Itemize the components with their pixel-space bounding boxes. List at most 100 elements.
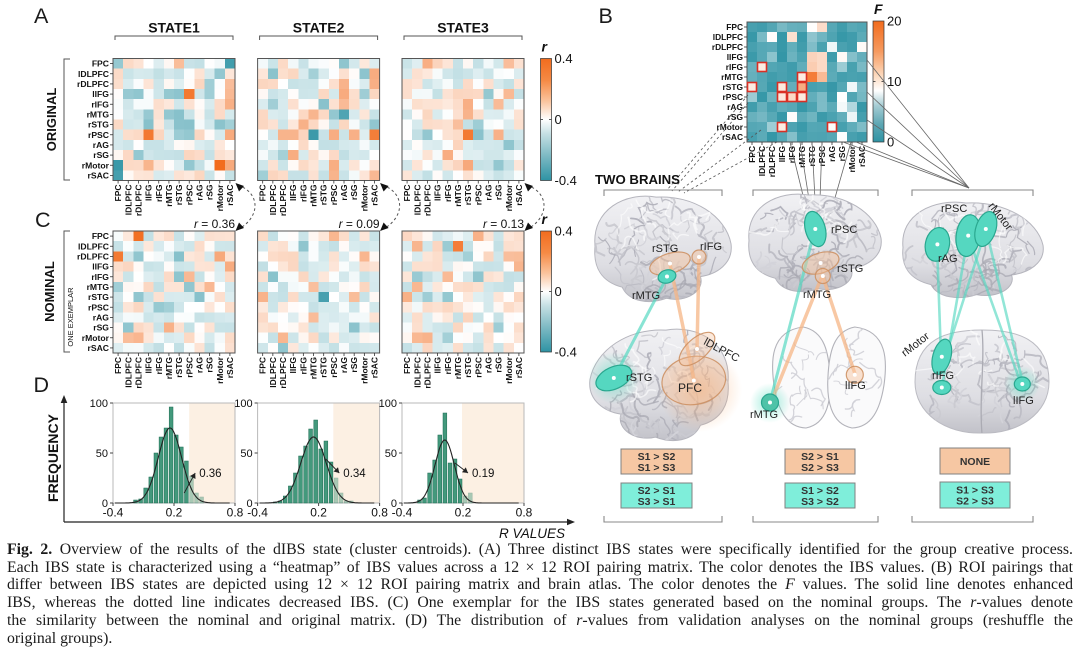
svg-text:rSG: rSG [205,357,215,373]
svg-text:rMTG: rMTG [632,290,660,302]
svg-text:rSAC: rSAC [88,343,110,353]
svg-text:r: r [542,211,549,227]
svg-text:0.2: 0.2 [455,506,472,520]
svg-text:rIFG: rIFG [91,99,109,109]
svg-text:0.4: 0.4 [555,51,573,66]
svg-text:rSG: rSG [728,112,743,122]
svg-text:FPC: FPC [92,59,109,69]
svg-text:rSTG: rSTG [463,357,473,378]
svg-text:rMTG: rMTG [309,357,319,380]
svg-text:rSAC: rSAC [514,357,524,378]
svg-text:S2 > S3: S2 > S3 [801,462,839,474]
svg-text:rAG: rAG [93,140,110,150]
svg-text:FPC: FPC [113,357,123,374]
svg-text:rPSC: rPSC [329,357,339,378]
svg-text:rDLPFC: rDLPFC [133,185,143,217]
svg-text:TWO BRAINS: TWO BRAINS [595,172,680,187]
svg-text:0: 0 [102,498,108,510]
svg-text:rMotor: rMotor [82,160,110,170]
svg-text:rMTG: rMTG [164,184,174,207]
svg-text:rSAC: rSAC [514,185,524,206]
svg-text:rPSC: rPSC [941,203,967,215]
svg-text:rAG: rAG [483,357,493,373]
svg-text:rMotor: rMotor [504,184,514,212]
svg-text:rAG: rAG [339,184,349,200]
svg-text:0.8: 0.8 [371,506,388,520]
svg-text:-0.4: -0.4 [103,506,124,520]
svg-text:C: C [35,208,51,232]
svg-text:lIFG: lIFG [288,184,298,201]
svg-text:PFC: PFC [678,381,702,395]
svg-text:-0.4: -0.4 [392,506,413,520]
svg-text:STATE1: STATE1 [148,20,200,36]
svg-text:NOMINAL: NOMINAL [42,261,57,322]
svg-text:rMTG: rMTG [803,289,831,301]
svg-text:FPC: FPC [726,22,743,32]
svg-text:rPSC: rPSC [329,185,339,206]
svg-text:rSG: rSG [349,357,359,373]
svg-text:rMTG: rMTG [750,409,778,421]
svg-text:0: 0 [555,112,562,127]
svg-text:rSAC: rSAC [370,357,380,378]
svg-text:lDLPFC: lDLPFC [78,69,109,79]
svg-text:rDLPFC: rDLPFC [712,42,743,52]
svg-text:rSAC: rSAC [722,132,743,142]
svg-text:STATE2: STATE2 [293,20,345,36]
svg-text:50: 50 [240,448,252,460]
svg-text:ORIGINAL: ORIGINAL [44,88,59,152]
svg-text:rAG: rAG [194,184,204,200]
svg-text:0.4: 0.4 [555,224,573,239]
svg-text:50: 50 [96,448,108,460]
svg-text:rIFG: rIFG [91,272,109,282]
svg-text:10: 10 [887,74,901,89]
svg-text:FPC: FPC [258,357,268,374]
svg-text:rSG: rSG [494,357,504,373]
svg-text:rIFG: rIFG [154,184,164,202]
svg-text:rAG: rAG [727,102,743,112]
svg-text:0.8: 0.8 [516,506,533,520]
svg-text:rDLPFC: rDLPFC [422,185,432,217]
svg-text:rIFG: rIFG [726,62,743,72]
svg-text:lIFG: lIFG [727,52,743,62]
svg-text:lDLPFC: lDLPFC [713,32,743,42]
svg-text:rSTG: rSTG [319,184,329,205]
svg-text:rMotor: rMotor [82,333,110,343]
svg-text:ONE EXEMPLAR: ONE EXEMPLAR [66,287,75,347]
svg-text:rMotor: rMotor [847,145,857,172]
svg-text:S2 > S3: S2 > S3 [956,496,994,508]
svg-text:rSAC: rSAC [225,185,235,206]
svg-text:lIFG: lIFG [845,380,866,392]
svg-text:rMTG: rMTG [721,72,743,82]
svg-text:rAG: rAG [938,253,958,265]
svg-text:20: 20 [887,14,901,29]
svg-text:rMotor: rMotor [504,356,514,384]
svg-text:lDLPFC: lDLPFC [123,357,133,388]
svg-text:rMTG: rMTG [453,184,463,207]
svg-text:r = 0.36: r = 0.36 [194,217,235,231]
svg-text:FPC: FPC [402,357,412,374]
svg-text:rIFG: rIFG [443,357,453,375]
svg-text:rSTG: rSTG [626,372,652,384]
svg-text:rIFG: rIFG [443,184,453,202]
svg-text:rSTG: rSTG [807,146,817,166]
svg-text:0: 0 [246,498,252,510]
svg-text:0.8: 0.8 [227,506,244,520]
svg-text:lDLPFC: lDLPFC [78,241,109,251]
svg-text:lDLPFC: lDLPFC [412,185,422,216]
svg-text:0.19: 0.19 [472,468,494,480]
svg-text:rSTG: rSTG [88,292,109,302]
svg-text:rDLPFC: rDLPFC [77,251,109,261]
svg-text:NONE: NONE [960,456,990,468]
svg-text:lDLPFC: lDLPFC [412,357,422,388]
svg-text:rPSC: rPSC [184,185,194,206]
svg-text:rSG: rSG [349,184,359,200]
svg-text:100: 100 [379,398,397,410]
svg-text:100: 100 [234,398,252,410]
svg-text:A: A [34,4,49,28]
svg-text:rSG: rSG [494,184,504,200]
svg-text:rIFG: rIFG [700,241,722,253]
svg-text:D: D [34,373,50,397]
svg-text:rSG: rSG [837,146,847,161]
svg-text:lIFG: lIFG [144,357,154,374]
svg-text:B: B [599,4,613,28]
